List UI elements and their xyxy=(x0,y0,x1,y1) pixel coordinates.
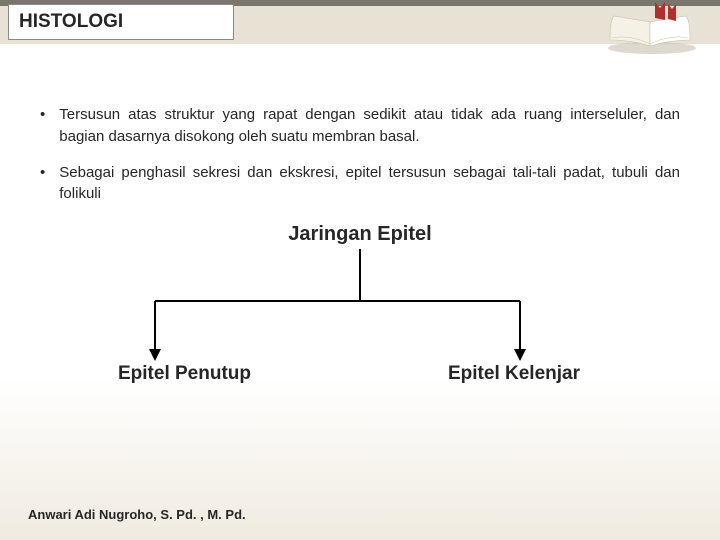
bullet-text: Sebagai penghasil sekresi dan ekskresi, … xyxy=(59,162,680,206)
diagram-branch-left: Epitel Penutup xyxy=(118,363,251,385)
bullet-item: • Sebagai penghasil sekresi dan ekskresi… xyxy=(40,162,680,206)
bullet-text: Tersusun atas struktur yang rapat dengan… xyxy=(59,104,680,148)
diagram-title: Jaringan Epitel xyxy=(288,223,431,246)
book-icon xyxy=(600,0,700,55)
footer-author: Anwari Adi Nugroho, S. Pd. , M. Pd. xyxy=(28,507,246,522)
bullet-item: • Tersusun atas struktur yang rapat deng… xyxy=(40,104,680,148)
page-title: HISTOLOGI xyxy=(8,4,234,40)
content-area: • Tersusun atas struktur yang rapat deng… xyxy=(0,44,720,423)
bullet-mark-icon: • xyxy=(40,162,45,206)
diagram: Jaringan Epitel Epitel Penutup Epitel Ke… xyxy=(40,223,680,423)
bullet-mark-icon: • xyxy=(40,104,45,148)
diagram-branch-right: Epitel Kelenjar xyxy=(448,363,580,385)
diagram-lines xyxy=(40,249,680,364)
